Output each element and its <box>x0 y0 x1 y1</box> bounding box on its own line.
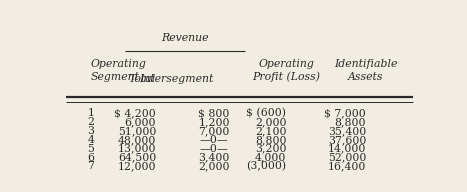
Text: 13,000: 13,000 <box>118 144 156 154</box>
Text: $ 7,000: $ 7,000 <box>324 108 366 118</box>
Text: 4: 4 <box>87 135 94 145</box>
Text: Intersegment: Intersegment <box>140 74 214 84</box>
Text: 1,200: 1,200 <box>198 117 230 127</box>
Text: —0—: —0— <box>199 144 228 154</box>
Text: 8,800: 8,800 <box>334 117 366 127</box>
Text: Total: Total <box>129 74 156 84</box>
Text: (3,000): (3,000) <box>246 161 286 172</box>
Text: 7,000: 7,000 <box>198 126 230 136</box>
Text: —0—: —0— <box>199 135 228 145</box>
Text: 35,400: 35,400 <box>328 126 366 136</box>
Text: 6: 6 <box>87 153 94 163</box>
Text: 2,000: 2,000 <box>198 161 230 171</box>
Text: Operating
Segment: Operating Segment <box>91 59 147 82</box>
Text: 2,100: 2,100 <box>255 126 286 136</box>
Text: 8,800: 8,800 <box>255 135 286 145</box>
Text: 51,000: 51,000 <box>118 126 156 136</box>
Text: Identifiable
Assets: Identifiable Assets <box>334 59 398 82</box>
Text: 64,500: 64,500 <box>118 153 156 163</box>
Text: $ 800: $ 800 <box>198 108 230 118</box>
Text: 1: 1 <box>87 108 94 118</box>
Text: 3: 3 <box>87 126 94 136</box>
Text: 6,000: 6,000 <box>125 117 156 127</box>
Text: 12,000: 12,000 <box>118 161 156 171</box>
Text: 5: 5 <box>87 144 94 154</box>
Text: $ 4,200: $ 4,200 <box>114 108 156 118</box>
Text: 3,400: 3,400 <box>198 153 230 163</box>
Text: 52,000: 52,000 <box>328 153 366 163</box>
Text: Operating
Profit (Loss): Operating Profit (Loss) <box>252 59 320 82</box>
Text: 37,600: 37,600 <box>328 135 366 145</box>
Text: 7: 7 <box>87 161 94 171</box>
Text: $ (600): $ (600) <box>247 108 286 118</box>
Text: 2: 2 <box>87 117 94 127</box>
Text: 2,000: 2,000 <box>255 117 286 127</box>
Text: 4,000: 4,000 <box>255 153 286 163</box>
Text: 16,400: 16,400 <box>328 161 366 171</box>
Text: 3,200: 3,200 <box>255 144 286 154</box>
Text: Revenue: Revenue <box>161 33 209 43</box>
Text: 14,000: 14,000 <box>328 144 366 154</box>
Text: 48,000: 48,000 <box>118 135 156 145</box>
